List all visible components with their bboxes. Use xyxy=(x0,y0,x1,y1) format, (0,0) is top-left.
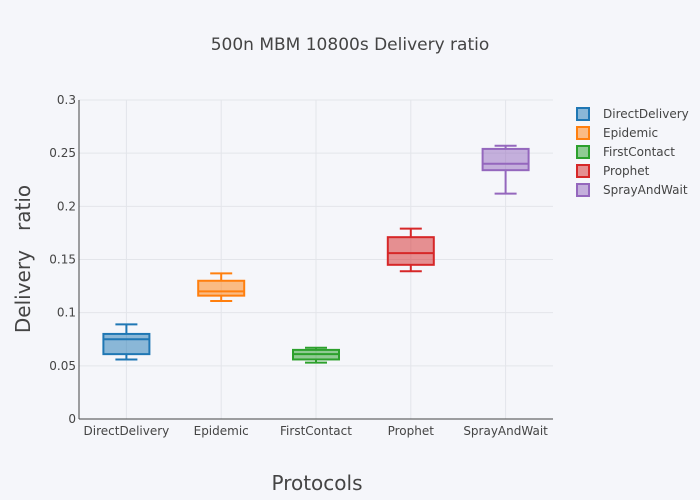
x-tick-label: SprayAndWait xyxy=(463,424,548,438)
legend-swatch xyxy=(577,184,589,196)
chart-title: 500n MBM 10800s Delivery ratio xyxy=(211,35,490,55)
y-tick-label: 0.25 xyxy=(49,146,76,160)
x-tick-label: Prophet xyxy=(388,424,435,438)
x-tick-label: Epidemic xyxy=(194,424,249,438)
y-axis-title: Delivery ratio xyxy=(11,185,35,333)
legend-item-epidemic[interactable]: Epidemic xyxy=(577,126,658,140)
legend-label: DirectDelivery xyxy=(603,107,689,121)
y-tick-label: 0.2 xyxy=(57,199,76,213)
legend-item-prophet[interactable]: Prophet xyxy=(577,164,650,178)
legend-swatch xyxy=(577,165,589,177)
box-body xyxy=(198,281,244,296)
legend-swatch xyxy=(577,108,589,120)
x-tick-label: FirstContact xyxy=(280,424,352,438)
legend-label: Prophet xyxy=(603,164,650,178)
legend-label: FirstContact xyxy=(603,145,675,159)
legend-swatch xyxy=(577,127,589,139)
x-axis-title: Protocols xyxy=(271,471,362,495)
legend-label: SprayAndWait xyxy=(603,183,688,197)
x-tick-label: DirectDelivery xyxy=(84,424,170,438)
y-tick-label: 0 xyxy=(68,412,76,426)
legend-swatch xyxy=(577,146,589,158)
y-tick-label: 0.3 xyxy=(57,93,76,107)
y-tick-label: 0.15 xyxy=(49,253,76,267)
legend-label: Epidemic xyxy=(603,126,658,140)
y-tick-label: 0.05 xyxy=(49,359,76,373)
y-tick-label: 0.1 xyxy=(57,306,76,320)
box-firstcontact[interactable] xyxy=(293,348,339,363)
box-body xyxy=(483,149,529,170)
box-body xyxy=(103,334,149,354)
box-body xyxy=(388,237,434,265)
